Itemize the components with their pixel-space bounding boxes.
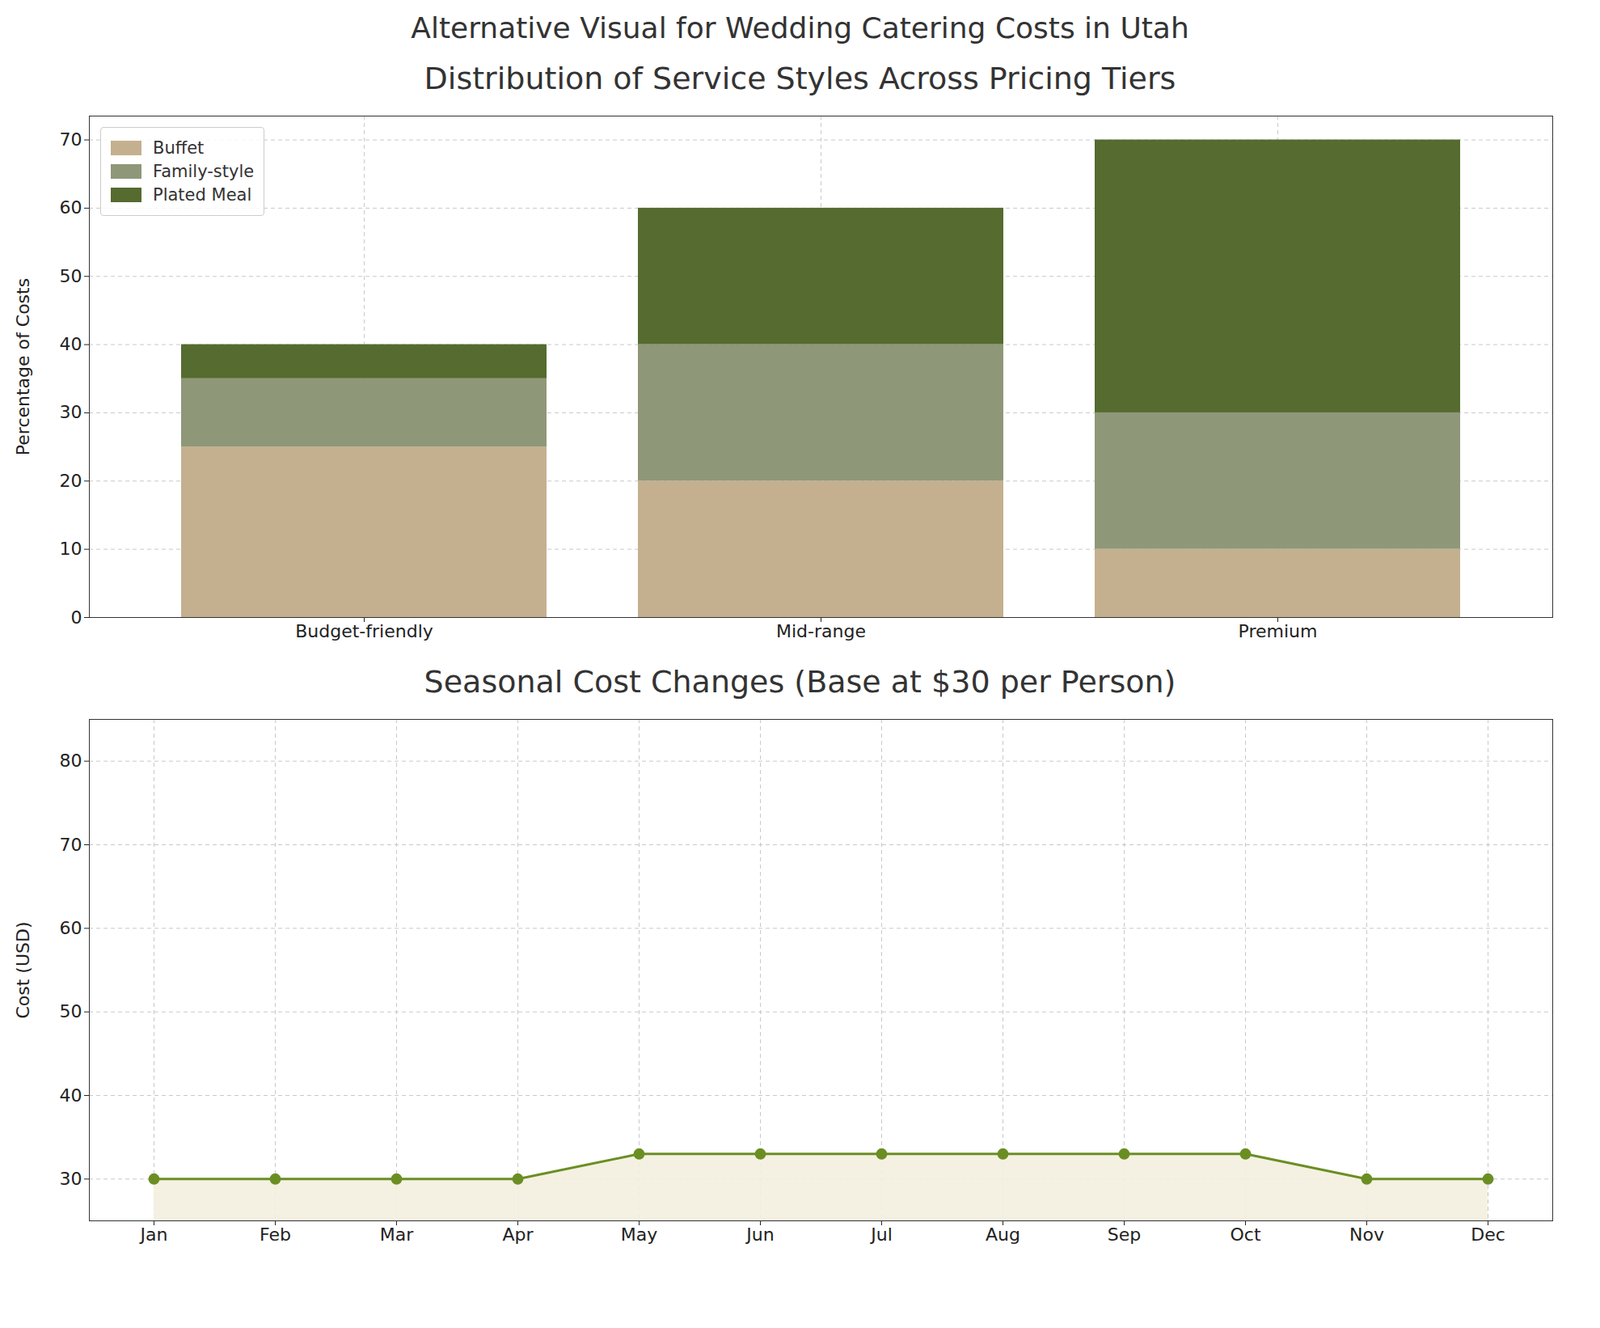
svg-text:20: 20 xyxy=(59,470,83,491)
svg-text:80: 80 xyxy=(59,750,83,771)
html-text:Plated Meal: Plated Meal xyxy=(152,185,252,205)
svg-text:Jul: Jul xyxy=(869,1224,893,1245)
svg-text:Jan: Jan xyxy=(139,1224,169,1245)
svg-text:Premium: Premium xyxy=(1238,620,1318,642)
svg-text:70: 70 xyxy=(59,834,83,855)
html-text:Alternative Visual for Wedding: Alternative Visual for Wedding Catering … xyxy=(410,11,1190,45)
svg-text:60: 60 xyxy=(59,197,83,218)
svg-text:Budget-friendly: Budget-friendly xyxy=(295,620,434,642)
svg-text:Apr: Apr xyxy=(502,1224,534,1245)
svg-text:50: 50 xyxy=(59,265,83,287)
svg-text:10: 10 xyxy=(59,538,83,559)
html-text:Seasonal Cost Changes (Base at: Seasonal Cost Changes (Base at $30 per P… xyxy=(424,663,1176,700)
svg-text:40: 40 xyxy=(59,1084,83,1106)
svg-text:Sep: Sep xyxy=(1107,1224,1141,1245)
svg-text:Aug: Aug xyxy=(985,1224,1021,1245)
svg-text:Mar: Mar xyxy=(379,1224,414,1245)
svg-text:Dec: Dec xyxy=(1470,1224,1506,1245)
svg-text:Jun: Jun xyxy=(744,1224,774,1245)
svg-text:30: 30 xyxy=(59,401,83,423)
svg-text:Mid-range: Mid-range xyxy=(776,620,866,642)
html-text:Distribution of Service Styles: Distribution of Service Styles Across Pr… xyxy=(424,60,1176,97)
svg-text:Cost (USD): Cost (USD) xyxy=(12,920,34,1018)
html-text:Buffet: Buffet xyxy=(152,138,204,158)
svg-text:60: 60 xyxy=(59,917,83,938)
svg-text:40: 40 xyxy=(59,333,83,355)
svg-text:70: 70 xyxy=(59,129,83,150)
svg-text:50: 50 xyxy=(59,1000,83,1022)
svg-text:Oct: Oct xyxy=(1229,1224,1261,1245)
svg-text:Nov: Nov xyxy=(1349,1224,1385,1245)
svg-text:Feb: Feb xyxy=(259,1224,292,1245)
html-text:Family-style: Family-style xyxy=(152,161,254,182)
svg-text:30: 30 xyxy=(59,1168,83,1189)
svg-text:May: May xyxy=(620,1224,658,1245)
svg-text:Percentage of Costs: Percentage of Costs xyxy=(12,278,34,456)
svg-text:0: 0 xyxy=(71,607,83,628)
